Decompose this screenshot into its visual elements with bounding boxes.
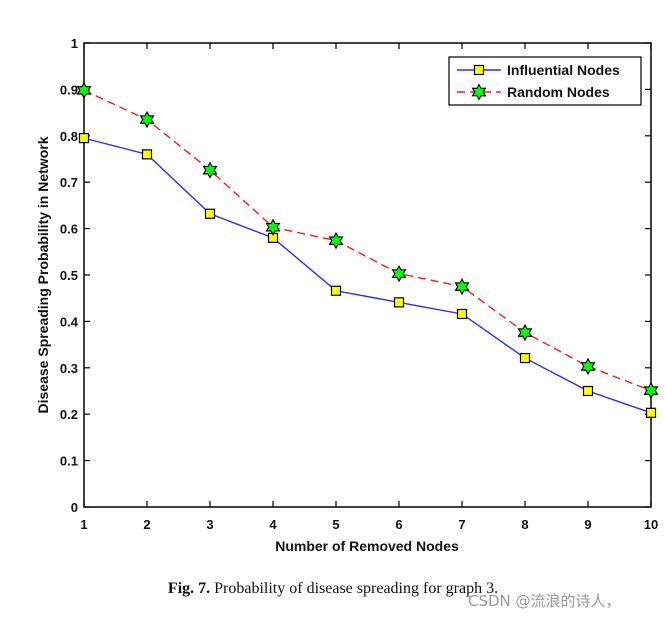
- series-random-nodes: [76, 81, 659, 400]
- data-point-random-nodes: [139, 110, 155, 129]
- data-point-influential-nodes: [204, 208, 216, 219]
- data-point-random-nodes: [454, 277, 470, 296]
- data-point-random-nodes: [328, 232, 344, 250]
- data-point-random-nodes: [643, 381, 659, 400]
- y-tick-label: 0.5: [60, 268, 78, 283]
- legend-marker-influential-nodes: [473, 64, 485, 76]
- y-axis-ticks: 0 0.1 0.2 0.3 0.4 0.5 0.6 0.7 0.8 0.9 1: [60, 36, 651, 515]
- x-tick-label: 6: [395, 517, 402, 532]
- data-point-influential-nodes: [456, 308, 468, 320]
- x-tick-label: 1: [80, 517, 87, 532]
- series-layer: [76, 81, 659, 418]
- data-point-random-nodes: [265, 218, 281, 236]
- series-influential-nodes: [78, 133, 657, 418]
- plot-area: [83, 42, 652, 508]
- data-point-random-nodes: [391, 264, 407, 283]
- y-tick-label: 0.6: [60, 222, 78, 237]
- figure-caption-label: Fig. 7.: [167, 580, 211, 597]
- x-tick-label: 8: [521, 517, 528, 532]
- data-point-random-nodes: [202, 161, 218, 179]
- data-point-random-nodes: [76, 81, 92, 99]
- y-axis-label: Disease Spreading Probability in Network: [35, 136, 51, 413]
- data-point-influential-nodes: [393, 297, 405, 308]
- data-point-influential-nodes: [519, 352, 531, 364]
- y-tick-label: 1: [71, 36, 78, 51]
- data-point-influential-nodes: [141, 149, 153, 160]
- x-tick-label: 4: [269, 517, 277, 532]
- watermark: CSDN @流浪的诗人，: [468, 592, 621, 610]
- y-tick-label: 0.7: [60, 175, 78, 190]
- data-point-influential-nodes: [78, 133, 90, 144]
- x-tick-label: 2: [143, 517, 150, 532]
- series-line-influential-nodes: [83, 137, 652, 414]
- x-tick-label: 10: [644, 517, 658, 532]
- y-tick-label: 0.4: [60, 314, 79, 329]
- legend-label-random-nodes: Random Nodes: [507, 84, 610, 100]
- data-point-influential-nodes: [582, 385, 594, 397]
- y-tick-label: 0.1: [60, 454, 78, 469]
- x-tick-label: 3: [206, 517, 213, 532]
- x-tick-label: 5: [332, 517, 339, 532]
- y-tick-label: 0.3: [60, 361, 78, 376]
- x-tick-label: 9: [584, 517, 591, 532]
- y-tick-label: 0: [71, 500, 78, 515]
- legend: Influential Nodes Random Nodes: [448, 56, 642, 106]
- x-tick-label: 7: [458, 517, 465, 532]
- series-line-random-nodes: [83, 89, 652, 392]
- figure-caption: Fig. 7. Probability of disease spreading…: [0, 580, 666, 598]
- data-point-influential-nodes: [330, 285, 342, 296]
- data-point-random-nodes: [580, 357, 596, 376]
- data-point-influential-nodes: [645, 407, 657, 418]
- data-point-random-nodes: [517, 323, 533, 342]
- x-axis-label: Number of Removed Nodes: [275, 538, 459, 554]
- y-tick-label: 0.9: [60, 82, 78, 97]
- y-tick-label: 0.2: [60, 407, 78, 422]
- figure-caption-text: Probability of disease spreading for gra…: [210, 580, 499, 597]
- x-axis-ticks: 1 2 3 4 5 6 7 8 9 10: [80, 43, 658, 532]
- legend-label-influential-nodes: Influential Nodes: [507, 62, 620, 78]
- y-tick-label: 0.8: [60, 129, 78, 144]
- legend-marker-random-nodes: [471, 83, 487, 101]
